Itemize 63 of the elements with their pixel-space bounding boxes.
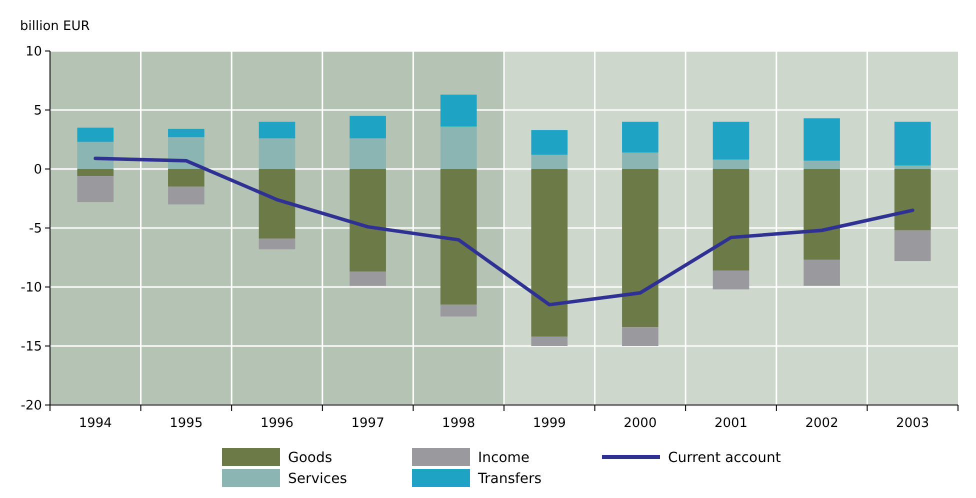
x-tick-label: 1999 [532, 416, 566, 431]
bar [440, 169, 477, 305]
bar [531, 336, 568, 346]
bar [440, 126, 477, 169]
y-tick-label: 5 [34, 104, 42, 119]
bar [622, 327, 658, 346]
bar [168, 186, 204, 204]
bar [804, 260, 840, 286]
bar [77, 169, 114, 176]
bar [168, 169, 204, 187]
bar [894, 122, 931, 166]
x-tick-label: 1996 [260, 416, 294, 431]
bar [804, 160, 840, 169]
legend-label: Income [478, 450, 530, 466]
bar [622, 122, 658, 152]
bar [712, 169, 750, 270]
y-axis-title: billion EUR [20, 19, 90, 34]
bar [77, 142, 114, 169]
legend-label: Current account [668, 450, 782, 466]
bar [894, 230, 931, 262]
bar [258, 122, 296, 138]
bar [531, 169, 568, 337]
bar [712, 160, 750, 169]
bar [622, 152, 658, 169]
bar [350, 138, 386, 169]
legend-label: Transfers [477, 470, 542, 487]
x-tick-label: 1995 [170, 416, 203, 431]
bar [77, 128, 114, 142]
bar [440, 304, 477, 316]
bar [804, 169, 840, 260]
line-series [94, 156, 914, 306]
y-tick-label: -15 [20, 340, 42, 355]
bar [258, 238, 296, 250]
x-tick-label: 2003 [896, 416, 930, 431]
bar [258, 169, 296, 239]
bar [531, 154, 568, 169]
bar [804, 118, 840, 161]
x-tick-label: 1994 [78, 416, 112, 431]
x-tick-label: 2000 [624, 416, 657, 431]
bar [440, 94, 477, 127]
y-tick-label: 0 [34, 162, 42, 178]
y-tick-label: -20 [20, 398, 42, 414]
x-tick-label: 1998 [442, 416, 476, 431]
bar [168, 128, 204, 138]
legend-label: Goods [288, 450, 332, 466]
bar [712, 270, 750, 290]
bar [350, 272, 386, 286]
bar [77, 176, 114, 202]
bar [350, 116, 386, 138]
bar [531, 130, 568, 155]
x-tick-label: 2002 [805, 416, 838, 431]
bar [258, 138, 296, 169]
x-tick-label: 2001 [714, 416, 748, 431]
bar [894, 169, 931, 230]
legend-label: Services [288, 470, 348, 487]
bar [712, 122, 750, 160]
bar [622, 169, 658, 328]
bar [894, 165, 931, 169]
y-tick-label: -10 [20, 280, 42, 296]
bar [350, 169, 386, 272]
y-tick-label: 10 [25, 44, 42, 60]
x-tick-label: 1997 [351, 416, 384, 431]
y-tick-label: -5 [29, 222, 42, 237]
